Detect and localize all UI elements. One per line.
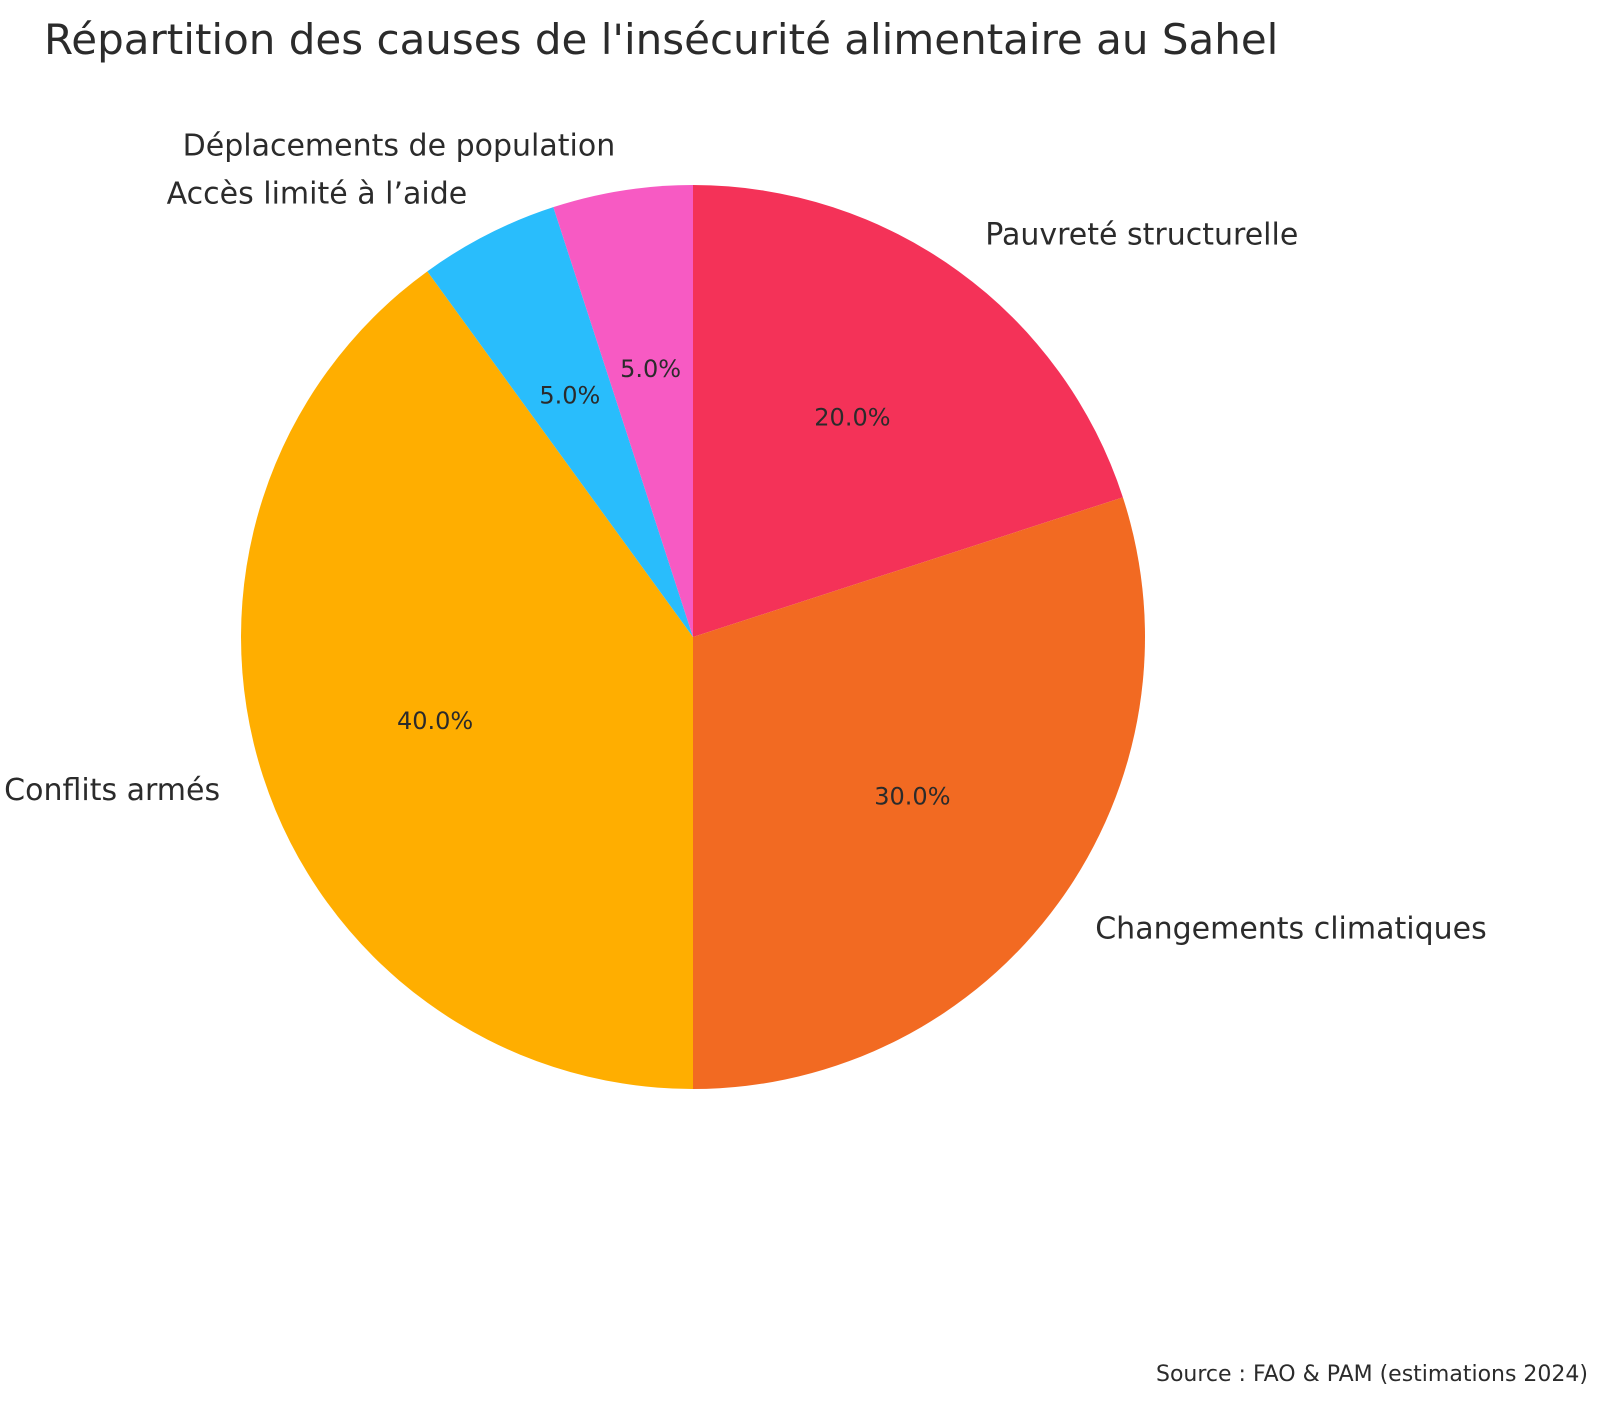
category-label-pauvrete-structurelle: Pauvreté structurelle [985, 217, 1298, 252]
percent-label-deplacements-de-population: 5.0% [620, 355, 681, 383]
pie-slice-acces-limite-a-l-aide [427, 207, 693, 638]
pie-slice-conflits-armes [241, 271, 693, 1089]
category-label-changements-climatiques: Changements climatiques [1095, 912, 1487, 947]
category-label-deplacements-de-population: Déplacements de population [183, 128, 616, 163]
percent-label-changements-climatiques: 30.0% [874, 782, 950, 810]
category-label-conflits-armes: Conflits armés [4, 773, 220, 808]
pie-slice-deplacements-de-population [553, 185, 693, 637]
pie-category-labels: Pauvreté structurelle Changements climati… [4, 128, 1487, 946]
percent-label-pauvrete-structurelle: 20.0% [814, 404, 890, 432]
source-note: Source : FAO & PAM (estimations 2024) [1156, 1362, 1588, 1387]
chart-title: Répartition des causes de l'insécurité a… [44, 15, 1278, 64]
percent-label-acces-limite-a-l-aide: 5.0% [539, 381, 600, 409]
pie-percent-labels: 20.0% 30.0% 40.0% 5.0% 5.0% [397, 355, 951, 810]
percent-label-conflits-armes: 40.0% [397, 707, 473, 735]
pie-slices [241, 185, 1145, 1089]
pie-slice-changements-climatiques [693, 497, 1145, 1089]
pie-slice-pauvrete-structurelle [693, 185, 1123, 637]
category-label-acces-limite-a-l-aide: Accès limité à l’aide [167, 176, 468, 211]
